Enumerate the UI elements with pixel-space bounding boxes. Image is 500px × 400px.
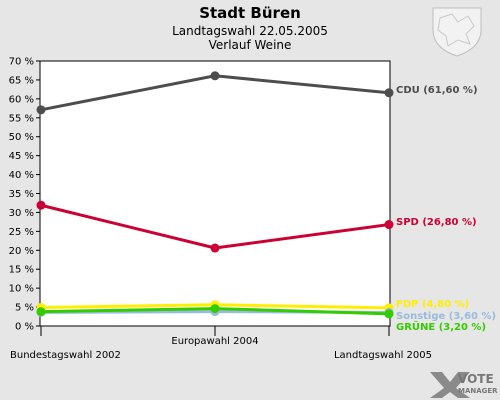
coat-of-arms-icon xyxy=(432,7,482,57)
y-tick-label: 55 % xyxy=(9,113,34,124)
chart-subtitle: Landtagswahl 22.05.2005 xyxy=(172,24,328,38)
y-tick-label: 40 % xyxy=(9,170,34,181)
x-tick-label: Landtagswahl 2005 xyxy=(334,350,432,361)
chart-series xyxy=(36,71,394,319)
x-tick-label: Europawahl 2004 xyxy=(171,336,258,347)
data-point xyxy=(384,88,394,98)
chart-title: Stadt Büren xyxy=(199,4,301,22)
y-tick-label: 20 % xyxy=(9,246,34,257)
series-end-label: GRÜNE (3,20 %) xyxy=(396,319,486,333)
y-tick-label: 10 % xyxy=(9,284,34,295)
x-tick-label: Bundestagswahl 2002 xyxy=(10,350,121,361)
plot-area xyxy=(39,60,391,327)
vote-manager-logo: VOTE MANAGER xyxy=(430,372,498,398)
data-point xyxy=(36,200,46,210)
y-tick-label: 70 % xyxy=(9,57,34,68)
data-point xyxy=(36,105,46,115)
logo-text-vote: VOTE xyxy=(458,372,494,386)
y-tick-label: 65 % xyxy=(9,75,34,86)
data-point xyxy=(384,309,394,319)
y-tick-label: 60 % xyxy=(9,94,34,105)
y-tick-label: 30 % xyxy=(9,208,34,219)
y-tick-label: 25 % xyxy=(9,227,34,238)
chart-end-labels: CDU (61,60 %) SPD (26,80 %) FDP (4,80 %)So… xyxy=(396,85,496,333)
data-point xyxy=(384,220,394,230)
y-tick-label: 35 % xyxy=(9,189,34,200)
y-tick-label: 45 % xyxy=(9,151,34,162)
series-end-label: SPD (26,80 %) xyxy=(396,217,477,228)
data-point xyxy=(36,307,46,317)
series-spd xyxy=(36,200,394,253)
x-mark-icon xyxy=(430,372,470,398)
logo-text-manager: MANAGER xyxy=(458,387,498,395)
series-end-label: FDP (4,80 %) xyxy=(396,299,469,310)
chart-subtitle-2: Verlauf Weine xyxy=(209,38,292,52)
y-tick-label: 15 % xyxy=(9,265,34,276)
series-end-label: Sonstige (3,60 %) xyxy=(396,311,496,322)
series-grüne xyxy=(36,304,394,319)
y-tick-label: 5 % xyxy=(15,303,34,314)
series-cdu xyxy=(36,71,394,115)
chart-axes: 0 % 5 % 10 % 15 % 20 % 25 % 30 % 35 % 40 % 45 % 50… xyxy=(9,57,432,362)
y-tick-label: 0 % xyxy=(15,322,34,333)
data-point xyxy=(210,243,220,253)
data-point xyxy=(210,304,220,314)
y-tick-label: 50 % xyxy=(9,132,34,143)
series-end-label: CDU (61,60 %) xyxy=(396,85,478,96)
data-point xyxy=(210,71,220,81)
